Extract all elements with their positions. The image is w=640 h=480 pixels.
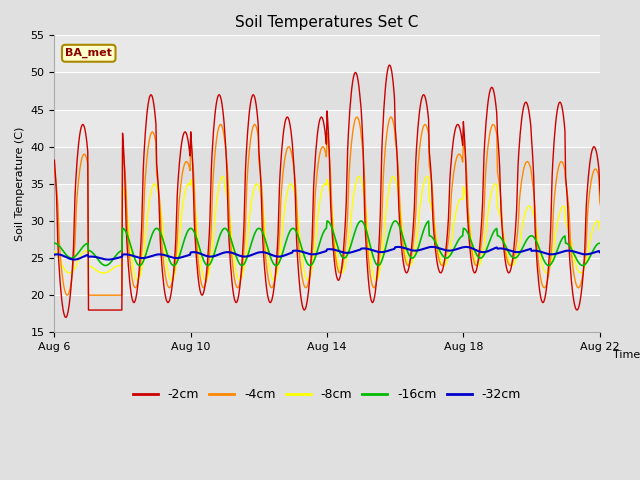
Bar [54,221,600,258]
Bar [54,184,600,221]
Bar [54,109,600,147]
Y-axis label: Soil Temperature (C): Soil Temperature (C) [15,127,25,241]
Title: Soil Temperatures Set C: Soil Temperatures Set C [236,15,419,30]
Text: BA_met: BA_met [65,48,112,59]
Bar [54,295,600,332]
X-axis label: Time: Time [613,350,640,360]
Bar [54,147,600,184]
Bar [54,36,600,72]
Bar [54,258,600,295]
Bar [54,72,600,109]
Legend: -2cm, -4cm, -8cm, -16cm, -32cm: -2cm, -4cm, -8cm, -16cm, -32cm [128,383,526,406]
